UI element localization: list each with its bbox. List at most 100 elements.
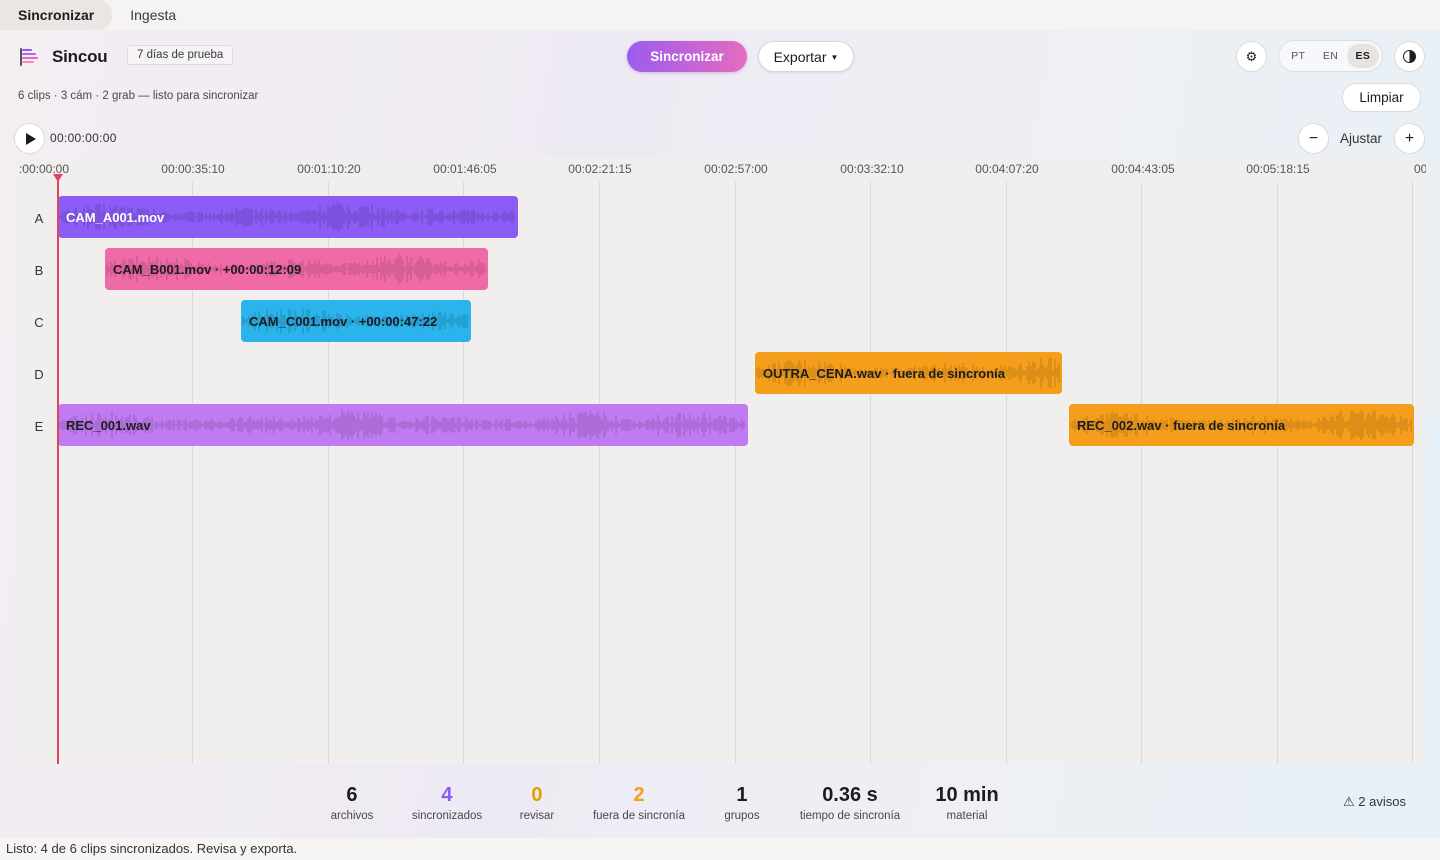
waveform [242, 307, 468, 335]
clip-label: REC_002.wav · fuera de sincronía [1077, 417, 1286, 433]
lang-es[interactable]: ES [1346, 44, 1379, 68]
gridline [1277, 182, 1278, 764]
lang-pt[interactable]: PT [1291, 50, 1306, 62]
waveform [106, 253, 486, 285]
time-ruler[interactable]: :00:00:00 00:00:35:10 00:01:10:20 00:01:… [14, 158, 1426, 182]
language-switcher: PT EN ES [1278, 40, 1383, 72]
export-label: Exportar [773, 48, 827, 65]
zoom-out-button[interactable]: − [1298, 123, 1329, 154]
waveform [756, 357, 1060, 389]
gridline [192, 182, 193, 764]
ruler-tick: 00:04:07:20 [975, 162, 1039, 176]
stat-sync-time: 0.36 s tiempo de sincronía [800, 784, 900, 822]
trial-badge: 7 días de prueba [127, 45, 234, 65]
stat-label: revisar [519, 810, 555, 822]
theme-toggle-button[interactable] [1394, 41, 1425, 72]
waveform [1070, 410, 1412, 440]
stat-value: 4 [441, 784, 453, 806]
track-label-d: D [34, 367, 44, 382]
warnings-button[interactable]: ⚠ 2 avisos [1343, 794, 1406, 809]
clip[interactable]: REC_002.wav · fuera de sincronía [1069, 404, 1414, 446]
caret-down-icon: ▼ [830, 53, 839, 62]
stat-label: material [946, 810, 988, 822]
ruler-tick: 00:05:18:15 [1246, 162, 1310, 176]
minus-icon: − [1308, 129, 1319, 147]
gridline [599, 182, 600, 764]
track-label-a: A [34, 211, 44, 226]
stats-bar: 6 archivos 4 sincronizados 0 revisar 2 f… [0, 764, 1440, 836]
ruler-tick: 00:0 [1414, 162, 1426, 176]
stat-label: archivos [330, 810, 374, 822]
ruler-tick: 00:03:32:10 [840, 162, 904, 176]
contrast-icon [1403, 50, 1416, 63]
gridline [1141, 182, 1142, 764]
stat-value: 2 [633, 784, 645, 806]
gridline [328, 182, 329, 764]
gridline [1412, 182, 1413, 764]
gridline [870, 182, 871, 764]
play-button[interactable] [14, 123, 45, 154]
clip[interactable]: CAM_B001.mov · +00:00:12:09 [105, 248, 488, 290]
play-icon [26, 132, 36, 145]
ruler-tick: 00:02:21:15 [568, 162, 632, 176]
stat-label: sincronizados [411, 810, 483, 822]
ruler-tick: 00:01:46:05 [433, 162, 497, 176]
stat-value: 1 [736, 784, 748, 806]
timeline[interactable]: :00:00:00 00:00:35:10 00:01:10:20 00:01:… [14, 158, 1426, 764]
ruler-tick: :00:00:00 [18, 162, 70, 176]
project-summary: 6 clips · 3 cám · 2 grab — listo para si… [18, 90, 259, 102]
sync-button[interactable]: Sincronizar [627, 41, 747, 72]
clip-label: CAM_B001.mov · +00:00:12:09 [113, 261, 302, 277]
clip[interactable]: CAM_A001.mov [58, 196, 518, 238]
clip[interactable]: OUTRA_CENA.wav · fuera de sincronía [755, 352, 1062, 394]
gridline [735, 182, 736, 764]
tab-ingesta[interactable]: Ingesta [130, 7, 177, 23]
clip-label: CAM_A001.mov [66, 209, 165, 225]
stat-review: 0 revisar [520, 784, 555, 822]
waveform [59, 409, 745, 441]
clip-label: OUTRA_CENA.wav · fuera de sincronía [763, 365, 1005, 381]
stat-value: 6 [346, 784, 358, 806]
clip[interactable]: CAM_C001.mov · +00:00:47:22 [241, 300, 471, 342]
stat-label: tiempo de sincronía [799, 810, 901, 822]
ruler-tick: 00:04:43:05 [1111, 162, 1175, 176]
export-button[interactable]: Exportar ▼ [758, 41, 854, 72]
stat-out-of-sync: 2 fuera de sincronía [593, 784, 685, 822]
playhead[interactable] [57, 174, 59, 764]
track-label-c: C [34, 315, 44, 330]
tab-sincronizar[interactable]: Sincronizar [0, 0, 113, 30]
timecode-readout: 00:00:00:00 [50, 131, 117, 145]
status-bar: Listo: 4 de 6 clips sincronizados. Revis… [0, 838, 1440, 860]
sincou-logo-icon [20, 47, 40, 67]
ruler-tick: 00:02:57:00 [704, 162, 768, 176]
plus-icon: + [1404, 129, 1415, 147]
clear-button[interactable]: Limpiar [1342, 83, 1421, 112]
settings-button[interactable]: ⚙ [1236, 41, 1267, 72]
stat-label: grupos [724, 810, 760, 822]
lang-en[interactable]: EN [1322, 50, 1339, 62]
ruler-tick: 00:00:35:10 [161, 162, 225, 176]
stat-label: fuera de sincronía [592, 810, 686, 822]
stat-groups: 1 grupos [724, 784, 759, 822]
stat-synced: 4 sincronizados [412, 784, 482, 822]
clip-label: REC_001.wav [66, 417, 151, 433]
gridline [463, 182, 464, 764]
gear-icon: ⚙ [1245, 48, 1258, 64]
waveform [59, 201, 515, 233]
fit-button[interactable]: Ajustar [1340, 131, 1383, 146]
stat-value: 10 min [935, 784, 999, 806]
track-label-e: E [34, 419, 44, 434]
clip[interactable]: REC_001.wav [58, 404, 748, 446]
track-label-b: B [34, 263, 44, 278]
brand-name: Sincou [52, 47, 108, 66]
top-tab-bar: Sincronizar Ingesta [0, 0, 1440, 30]
zoom-in-button[interactable]: + [1394, 123, 1425, 154]
gridline [1006, 182, 1007, 764]
ruler-tick: 00:01:10:20 [297, 162, 361, 176]
header: Sincou 7 días de prueba Sincronizar Expo… [0, 30, 1440, 120]
stat-material: 10 min material [935, 784, 998, 822]
playhead-handle[interactable] [53, 174, 63, 182]
transport-bar: 00:00:00:00 − Ajustar + [0, 120, 1440, 158]
stat-value: 0.36 s [822, 784, 878, 806]
stat-value: 0 [531, 784, 543, 806]
